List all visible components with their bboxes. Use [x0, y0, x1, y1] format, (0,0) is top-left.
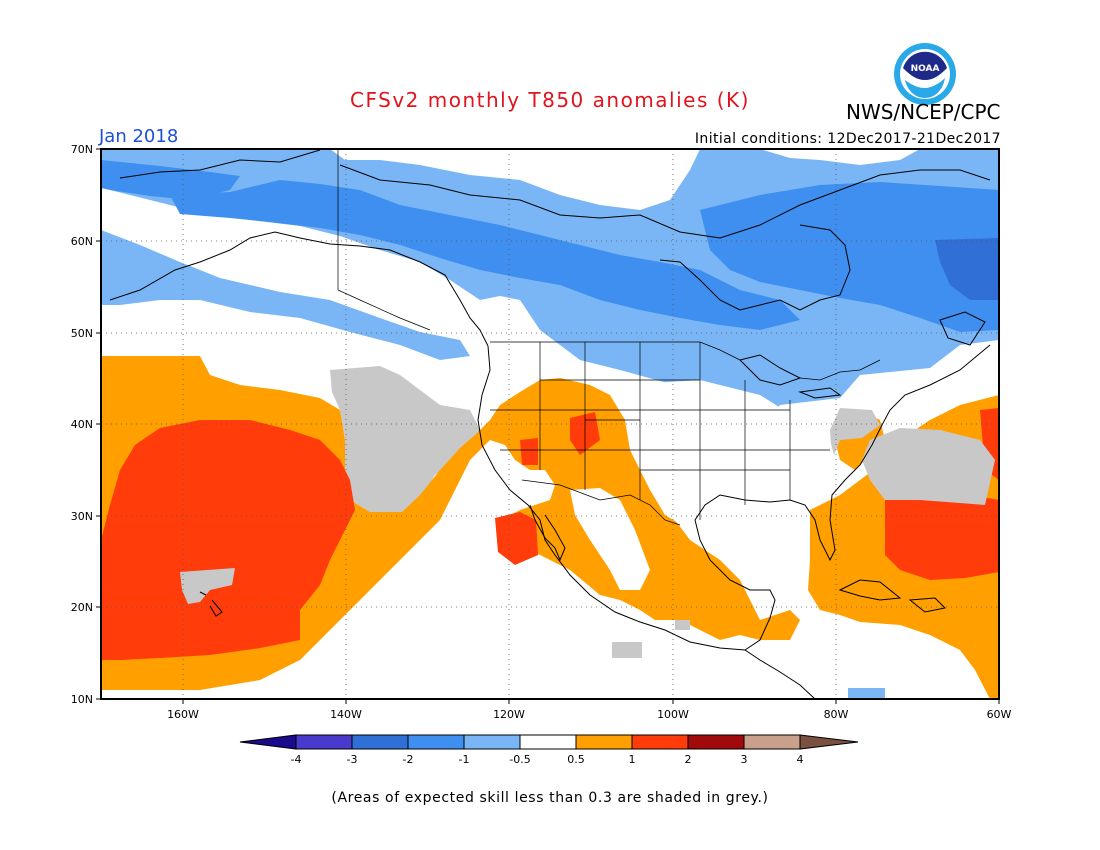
- longitude-labels: 160W 140W 120W 100W 80W 60W: [167, 708, 1011, 721]
- lat-label-50n: 50N: [71, 327, 93, 340]
- tick-marks: [96, 148, 1000, 704]
- colorbar-swatch-5: [519, 734, 577, 750]
- lat-label-60n: 60N: [71, 235, 93, 248]
- colorbar-swatch-8: [687, 734, 745, 750]
- anomaly-grey-ne-pacific: [330, 366, 480, 512]
- coastline-gulf: [694, 344, 991, 651]
- border-us-mexico: [521, 479, 681, 526]
- coastline-hawaii: [199, 591, 223, 617]
- anomaly-mid-blue-canada: [700, 182, 999, 332]
- colorbar-swatch-6: [575, 734, 633, 750]
- noaa-logo-text: NOAA: [911, 64, 940, 74]
- colorbar-swatch-7: [631, 734, 689, 750]
- colorbar-arrow-left: [239, 734, 297, 750]
- lat-label-40n: 40N: [71, 418, 93, 431]
- anomaly-red-atlantic: [885, 495, 999, 580]
- anomaly-grey-small-2: [675, 620, 690, 630]
- colorbar-label: 3: [741, 753, 748, 766]
- colorbar-label: -1: [459, 753, 470, 766]
- coastline-hudson: [659, 224, 851, 311]
- colorbar-swatch-9: [743, 734, 801, 750]
- initial-conditions-label: Initial conditions: 12Dec2017-21Dec2017: [694, 131, 1001, 147]
- state-lines: [490, 342, 830, 520]
- lat-label-10n: 10N: [71, 693, 93, 706]
- lon-label-160w: 160W: [167, 708, 199, 721]
- colorbar-label: -2: [403, 753, 414, 766]
- coastline-central-america: [744, 649, 816, 699]
- valid-month-label: Jan 2018: [99, 126, 179, 147]
- noaa-logo: NOAA: [894, 43, 956, 105]
- anomaly-white-pacific-patch: [405, 604, 455, 632]
- anomaly-white-mexico: [570, 488, 650, 590]
- anomaly-light-blue-pacific: [101, 230, 470, 360]
- lon-label-100w: 100W: [657, 708, 689, 721]
- anomaly-grey-atlantic: [862, 428, 995, 505]
- colorbar-arrow-right: [799, 734, 859, 750]
- map-title: CFSv2 monthly T850 anomalies (K): [350, 88, 750, 112]
- anomaly-grey-midatlantic: [830, 408, 880, 460]
- colorbar-label: -4: [291, 753, 302, 766]
- anomaly-grey-small-1: [612, 642, 642, 658]
- anomaly-white-gulf: [660, 460, 810, 620]
- anomaly-white-arctic2: [760, 149, 920, 165]
- colorbar-swatch-1: [295, 734, 353, 750]
- anomaly-white-arctic: [330, 149, 700, 210]
- coastline-hispaniola: [908, 597, 947, 613]
- colorbar: [239, 734, 859, 750]
- coastline-arctic: [119, 149, 991, 239]
- colorbar-labels: -4 -3 -2 -1 -0.5 0.5 1 2 3 4: [291, 753, 804, 766]
- coastlines: [109, 149, 991, 699]
- colorbar-label: -3: [347, 753, 358, 766]
- colorbar-label: -0.5: [509, 753, 530, 766]
- anomaly-mid-blue-alaska: [170, 180, 800, 330]
- skill-footnote: (Areas of expected skill less than 0.3 a…: [331, 790, 769, 806]
- lon-label-60w: 60W: [987, 708, 1012, 721]
- anomaly-red-nevada: [520, 438, 538, 465]
- gridlines: [101, 149, 999, 699]
- lat-label-20n: 20N: [71, 601, 93, 614]
- lon-label-80w: 80W: [824, 708, 849, 721]
- lon-label-140w: 140W: [330, 708, 362, 721]
- political-borders: [337, 149, 881, 526]
- lon-label-120w: 120W: [493, 708, 525, 721]
- anomaly-red-hawaii: [101, 420, 355, 660]
- colorbar-label: 4: [797, 753, 804, 766]
- colorbar-swatch-4: [463, 734, 521, 750]
- anomaly-field: [101, 149, 999, 699]
- anomaly-red-baja: [495, 512, 538, 565]
- agency-label: NWS/NCEP/CPC: [846, 100, 1001, 124]
- colorbar-label: 2: [685, 753, 692, 766]
- latitude-labels: 70N 60N 50N 40N 30N 20N 10N: [71, 143, 93, 706]
- colorbar-label: 0.5: [567, 753, 585, 766]
- colorbar-swatch-3: [407, 734, 465, 750]
- coastline-baja: [529, 504, 566, 562]
- border-us-canada: [490, 341, 881, 381]
- anomaly-grey-hawaii: [180, 568, 235, 604]
- lat-label-70n: 70N: [71, 143, 93, 156]
- coastline-cuba: [838, 579, 902, 601]
- lat-label-30n: 30N: [71, 510, 93, 523]
- coastline-west-us: [477, 345, 746, 651]
- anomaly-light-blue-south: [848, 688, 885, 699]
- coastline-alaska: [109, 231, 489, 347]
- anomaly-mid-blue-north-pacific: [101, 160, 240, 200]
- coastline-newfoundland: [939, 311, 986, 346]
- border-alaska-canada: [337, 149, 431, 331]
- anomaly-dark-blue-labrador: [935, 238, 999, 300]
- colorbar-label: 1: [629, 753, 636, 766]
- colorbar-swatch-2: [351, 734, 409, 750]
